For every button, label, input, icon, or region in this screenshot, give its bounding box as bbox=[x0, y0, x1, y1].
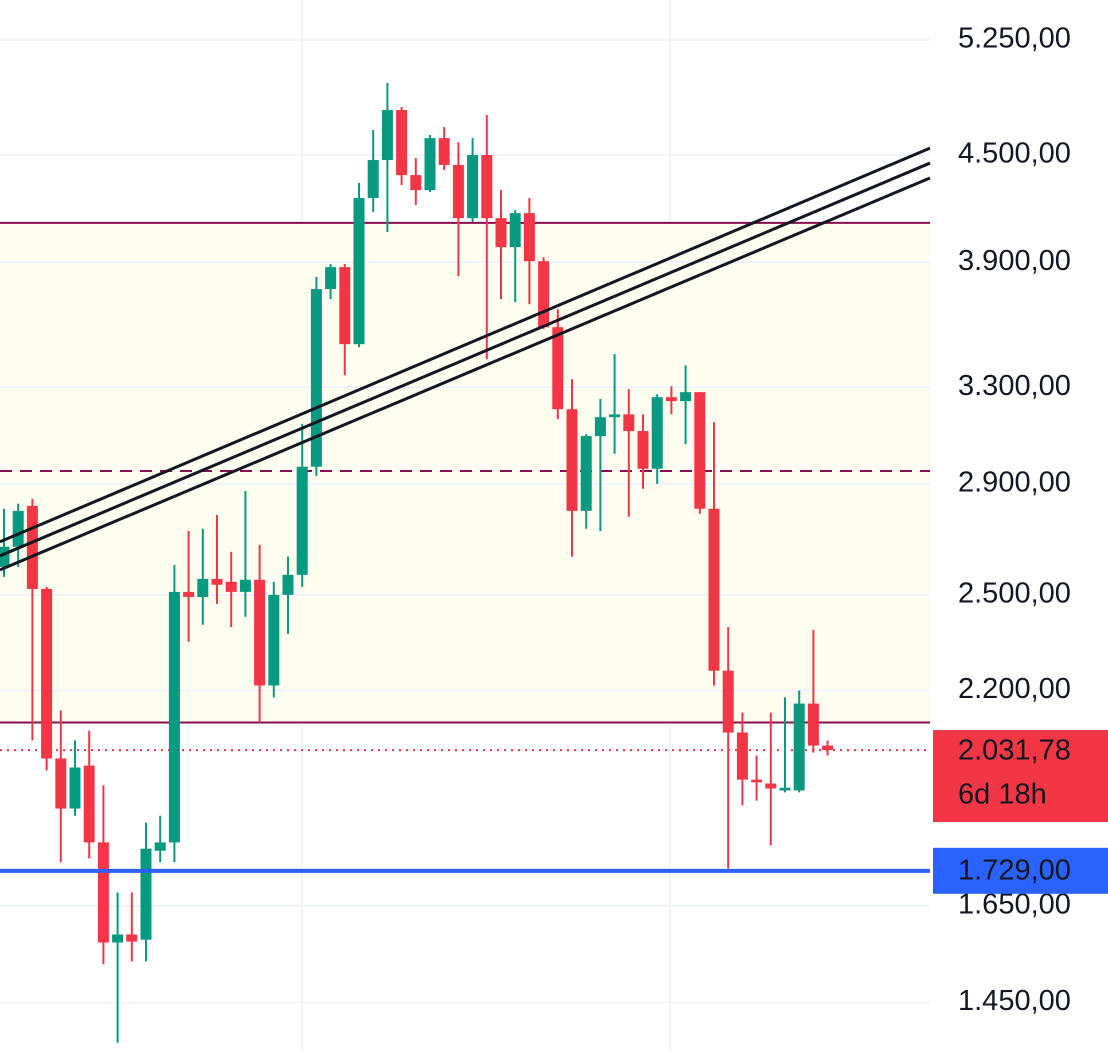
candle-body bbox=[282, 574, 294, 595]
candle-body bbox=[751, 779, 763, 783]
trendline bbox=[0, 161, 931, 558]
candle-body bbox=[467, 155, 479, 219]
candle-body bbox=[211, 578, 223, 585]
candle-body bbox=[779, 787, 791, 791]
y-tick-label: 3.300,00 bbox=[958, 370, 1071, 402]
level-tag bbox=[933, 847, 1108, 894]
candle-body bbox=[0, 546, 10, 567]
level-label: 1.729,00 bbox=[958, 854, 1071, 886]
candle-body bbox=[97, 842, 109, 943]
candle-body bbox=[722, 670, 734, 733]
candle-body bbox=[310, 289, 322, 467]
candle-body bbox=[339, 267, 351, 345]
candle-body bbox=[381, 110, 393, 161]
candle-body bbox=[112, 934, 124, 943]
candle-body bbox=[254, 579, 266, 686]
y-tick-label: 3.900,00 bbox=[958, 245, 1071, 277]
candle-body bbox=[523, 213, 535, 262]
zone bbox=[0, 222, 930, 723]
candle-body bbox=[623, 414, 635, 432]
candle-body bbox=[452, 164, 464, 219]
candle-body bbox=[651, 397, 663, 469]
candle-body bbox=[296, 466, 308, 575]
y-tick-label: 2.500,00 bbox=[958, 578, 1071, 610]
candle-body bbox=[481, 155, 493, 219]
candle-body bbox=[822, 745, 834, 751]
price-label: 2.031,78 bbox=[958, 735, 1071, 767]
candle-body bbox=[680, 392, 692, 402]
candle-body bbox=[708, 508, 720, 671]
y-tick-label: 2.200,00 bbox=[958, 673, 1071, 705]
candle-body bbox=[765, 783, 777, 789]
price-tag bbox=[933, 730, 1108, 823]
countdown-label: 6d 18h bbox=[958, 779, 1047, 811]
candle-body bbox=[353, 197, 365, 345]
candle-body bbox=[154, 842, 166, 851]
candle-body bbox=[538, 261, 550, 328]
candle-body bbox=[140, 848, 152, 940]
candle-body bbox=[552, 327, 564, 410]
candle-body bbox=[183, 591, 195, 597]
candle-body bbox=[168, 591, 180, 843]
candle-body bbox=[637, 431, 649, 469]
candle-body bbox=[594, 417, 606, 437]
candle-body bbox=[410, 175, 422, 191]
candle-body bbox=[665, 397, 677, 402]
candle-body bbox=[367, 160, 379, 198]
candle-body bbox=[424, 138, 436, 191]
candle-body bbox=[438, 138, 450, 165]
candle-body bbox=[239, 579, 251, 592]
candle-body bbox=[69, 767, 81, 809]
y-tick-label: 5.250,00 bbox=[958, 22, 1071, 54]
candle-body bbox=[609, 414, 621, 418]
y-tick-label: 2.900,00 bbox=[958, 466, 1071, 498]
candle-body bbox=[396, 110, 408, 176]
candle-body bbox=[736, 732, 748, 780]
candle-body bbox=[566, 409, 578, 511]
candle-body bbox=[580, 436, 592, 511]
candle-body bbox=[126, 934, 138, 942]
candle-body bbox=[26, 505, 38, 589]
candle-body bbox=[83, 765, 95, 843]
candle-body bbox=[509, 213, 521, 248]
candle-body bbox=[55, 758, 67, 809]
candle-body bbox=[325, 267, 337, 290]
trendline bbox=[0, 176, 931, 572]
trendline bbox=[0, 146, 931, 544]
y-tick-label: 1.450,00 bbox=[958, 985, 1071, 1017]
candle-body bbox=[41, 588, 53, 759]
candle-body bbox=[807, 703, 819, 746]
y-tick-label: 4.500,00 bbox=[958, 138, 1071, 170]
candle-body bbox=[793, 703, 805, 791]
candle-body bbox=[268, 594, 280, 686]
candle-body bbox=[197, 578, 209, 597]
candle-body bbox=[694, 392, 706, 509]
candle-body bbox=[12, 510, 24, 547]
candle-body bbox=[225, 581, 237, 592]
candle-body bbox=[495, 218, 507, 248]
